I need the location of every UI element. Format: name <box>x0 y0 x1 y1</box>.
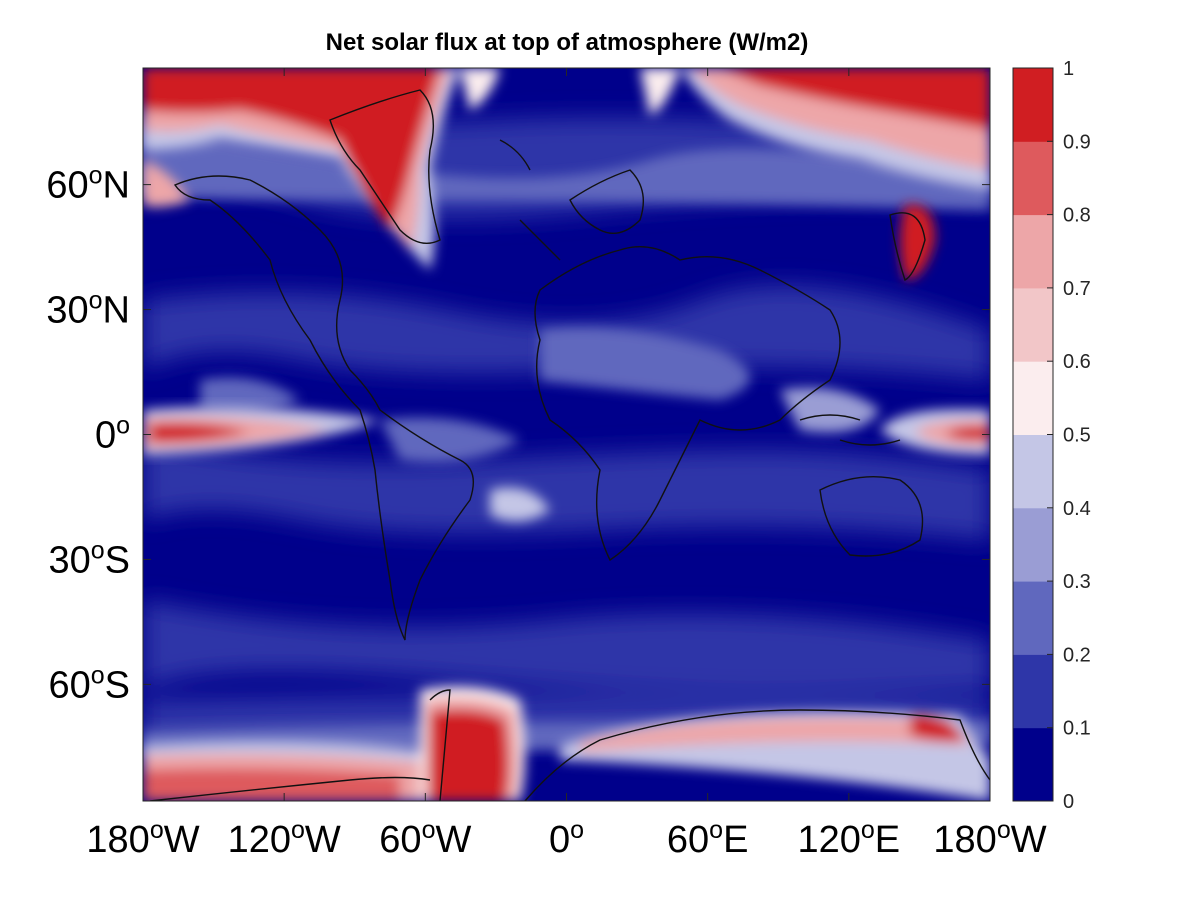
map-tick-marks <box>142 68 991 801</box>
lon-tick-label-1-number: 120 <box>228 819 291 861</box>
colorbar-tick-label-5: 0.5 <box>1063 425 1091 447</box>
lon-tick-label-4-number: 60 <box>667 819 709 861</box>
colorbar-tick-label-0: 0 <box>1063 791 1074 813</box>
colorbar-tick-label-9: 0.9 <box>1063 131 1091 153</box>
lon-tick-label-0: 180oW <box>86 816 199 861</box>
colorbar-tick-label-2: 0.2 <box>1063 644 1091 666</box>
lon-tick-label-5-degree: o <box>861 816 875 844</box>
colorbar-tick-label-1: 0.1 <box>1063 718 1091 740</box>
flux-field <box>143 68 990 801</box>
lat-tick-label-3-hemisphere: S <box>105 539 130 581</box>
lon-tick-label-4-degree: o <box>709 816 723 844</box>
lat-tick-label-0-degree: o <box>89 162 103 190</box>
lat-tick-label-1-hemisphere: N <box>103 290 130 332</box>
lon-tick-label-6-number: 180 <box>933 819 996 861</box>
lat-tick-label-2: 0o <box>95 412 130 457</box>
colorbar-segment-1 <box>1013 654 1053 729</box>
lon-tick-label-2-hemisphere: W <box>435 819 471 861</box>
colorbar-segment-2 <box>1013 581 1053 655</box>
lat-tick-label-0-hemisphere: N <box>103 165 130 207</box>
antarctic-high-flux <box>143 686 990 801</box>
colorbar-segment-0 <box>1013 727 1053 802</box>
lon-tick-label-2-number: 60 <box>379 819 421 861</box>
lat-tick-label-0-number: 60 <box>46 165 88 207</box>
colorbar-segment-9 <box>1013 68 1053 142</box>
colorbar-tick-label-4: 0.4 <box>1063 498 1091 520</box>
colorbar-tick-label-10: 1 <box>1063 58 1074 80</box>
chart-title: Net solar flux at top of atmosphere (W/m… <box>326 29 809 56</box>
lat-tick-label-4-degree: o <box>91 661 105 689</box>
lon-tick-label-3: 0o <box>549 816 584 861</box>
lon-tick-label-1: 120oW <box>228 816 341 861</box>
lat-tick-label-4-number: 60 <box>48 664 90 706</box>
lon-tick-label-0-degree: o <box>150 816 164 844</box>
longitude-labels: 180oW 120oW 60oW 0o 60oE 120oE 180oW <box>86 816 1046 861</box>
lon-tick-label-5: 120oE <box>797 816 900 861</box>
colorbar-segment-5 <box>1013 361 1053 435</box>
lat-tick-label-2-number: 0 <box>95 415 116 457</box>
lon-tick-label-1-degree: o <box>291 816 305 844</box>
colorbar-segment-3 <box>1013 507 1053 582</box>
lon-tick-label-4-hemisphere: E <box>723 819 748 861</box>
lon-tick-label-0-number: 180 <box>86 819 149 861</box>
lon-tick-label-0-hemisphere: W <box>164 819 200 861</box>
lon-tick-label-4: 60oE <box>667 816 749 861</box>
lon-tick-label-1-hemisphere: W <box>305 819 341 861</box>
lat-tick-label-3: 30oS <box>48 536 130 581</box>
lon-tick-label-6-degree: o <box>997 816 1011 844</box>
colorbar-segment-6 <box>1013 287 1053 362</box>
colorbar-tick-label-7: 0.7 <box>1063 278 1091 300</box>
lon-tick-label-6-hemisphere: W <box>1011 819 1047 861</box>
lon-tick-label-5-number: 120 <box>797 819 860 861</box>
arctic-high-flux <box>143 68 990 280</box>
colorbar-tick-label-3: 0.3 <box>1063 571 1091 593</box>
colorbar-segment-7 <box>1013 214 1053 289</box>
lon-tick-label-3-number: 0 <box>549 819 570 861</box>
lat-tick-label-4-hemisphere: S <box>105 664 130 706</box>
lat-tick-label-3-degree: o <box>91 536 105 564</box>
lat-tick-label-1-degree: o <box>89 287 103 315</box>
colorbar: 0 0.1 0.2 0.3 0.4 0.5 0.6 0.7 0.8 0.9 1 <box>1012 58 1091 813</box>
lat-tick-label-0: 60oN <box>46 162 130 207</box>
equatorial-high-flux <box>143 406 990 455</box>
lat-tick-label-3-number: 30 <box>48 539 90 581</box>
lon-tick-label-6: 180oW <box>933 816 1046 861</box>
coastlines <box>149 89 990 801</box>
lon-tick-label-5-hemisphere: E <box>875 819 900 861</box>
lat-tick-label-1-number: 30 <box>46 290 88 332</box>
lon-tick-label-2-degree: o <box>422 816 436 844</box>
colorbar-segment-8 <box>1013 141 1053 216</box>
lon-tick-label-2: 60oW <box>379 816 471 861</box>
colorbar-tick-label-6: 0.6 <box>1063 351 1091 373</box>
lat-tick-label-1: 30oN <box>46 287 130 332</box>
lon-tick-label-3-degree: o <box>570 816 584 844</box>
lat-tick-label-4: 60oS <box>48 661 130 706</box>
colorbar-tick-label-8: 0.8 <box>1063 205 1091 227</box>
colorbar-segment-4 <box>1013 434 1053 509</box>
lat-tick-label-2-degree: o <box>116 412 130 440</box>
